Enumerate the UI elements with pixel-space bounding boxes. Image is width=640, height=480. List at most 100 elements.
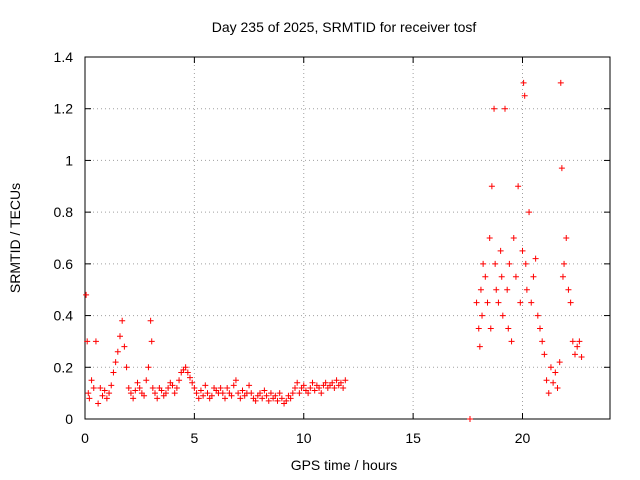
data-point [197,387,204,394]
data-point [475,325,482,332]
data-point [222,395,228,402]
data-point [248,390,255,397]
data-point [217,384,224,391]
data-point [556,359,563,366]
data-point [522,260,529,267]
data-point [173,384,180,391]
data-point [187,374,193,381]
data-point [267,390,274,397]
data-point [230,382,237,389]
data-point [309,379,316,386]
data-point [110,369,117,376]
data-point [569,338,576,345]
data-point [576,338,583,345]
data-point [578,353,585,360]
data-point [83,291,90,298]
data-point [495,299,502,306]
data-point [517,299,524,306]
data-point [143,377,150,384]
data-point [130,395,137,402]
data-point [237,395,244,402]
x-tick-label: 20 [515,430,531,446]
data-point [497,247,504,254]
data-point [162,390,169,397]
data-point [552,369,559,376]
data-point [278,395,285,402]
data-point [307,384,314,391]
grid [85,57,610,419]
y-axis-label: SRMTID / TECUs [7,183,23,293]
data-point [491,105,498,112]
data-point [337,379,344,386]
data-point [541,351,548,358]
data-point [132,387,139,394]
data-point [165,384,172,391]
data-point [537,325,543,332]
data-point [136,384,143,391]
data-point [148,338,155,345]
data-point [169,382,176,389]
x-tick-label: 5 [190,430,198,446]
data-point [259,395,266,402]
data-point [484,299,491,306]
data-point [572,351,578,358]
data-point [331,384,338,391]
data-point [134,379,141,386]
data-point [204,390,211,397]
data-point [224,384,231,391]
data-point [154,395,161,402]
data-point [246,382,253,389]
data-point [539,338,546,345]
data-point [508,338,515,345]
data-point [239,387,246,394]
data-point [493,286,500,293]
axis-ticks [84,56,610,420]
data-point [316,384,323,391]
data-point [182,364,189,371]
data-point [276,390,283,397]
data-point [85,390,92,397]
data-point [561,260,568,267]
data-point [208,392,215,399]
x-axis-label: GPS time / hours [291,457,398,473]
data-point [274,397,281,404]
data-point [528,299,535,306]
data-point [200,392,207,399]
data-point [506,260,513,267]
data-point [557,79,564,86]
data-point [333,377,340,384]
data-point [171,390,178,397]
data-point [294,379,301,386]
data-point [322,379,329,386]
data-point [292,384,298,391]
data-point [559,273,566,280]
data-point [123,364,130,371]
data-point [505,325,512,332]
data-point [84,338,91,345]
data-point [554,384,561,391]
data-point [563,235,570,241]
data-point [519,247,526,254]
data-point [565,286,572,293]
data-point [574,343,581,350]
data-point [189,379,196,386]
y-tick-label: 0.4 [54,308,74,324]
data-point [480,260,487,267]
data-point [152,390,158,397]
x-tick-label: 0 [81,430,89,446]
data-point [473,299,480,306]
data-point [305,390,312,397]
data-point [119,317,126,324]
data-point [202,382,209,389]
data-point [114,348,121,355]
data-point [103,395,110,402]
y-tick-label: 0.6 [54,256,74,272]
x-tick-labels: 0 5 10 15 20 [81,430,530,446]
data-point [567,299,574,306]
data-point [476,343,483,350]
data-point [521,92,528,99]
data-point [141,392,148,399]
data-point [193,390,200,397]
x-tick-label: 10 [296,430,312,446]
data-point [479,312,486,319]
